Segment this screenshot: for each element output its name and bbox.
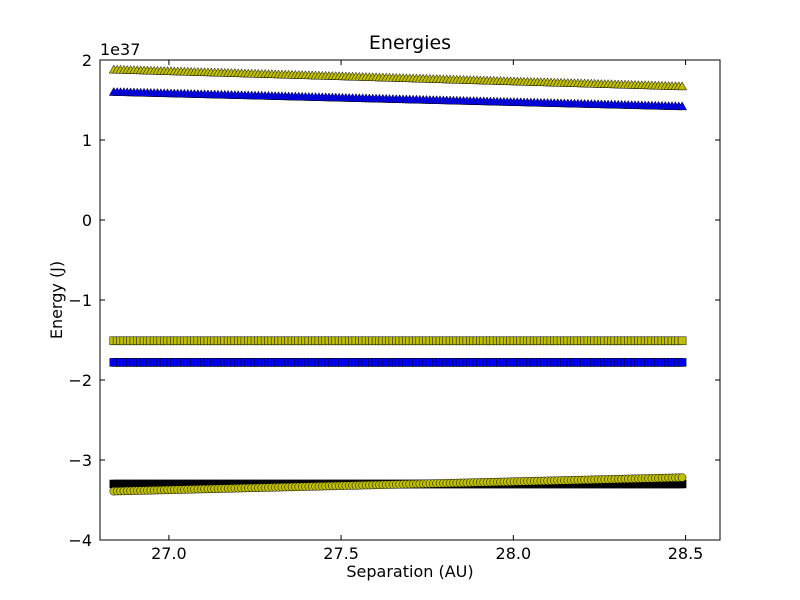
y-tick-label: −3	[68, 451, 92, 470]
series-layer	[108, 64, 688, 496]
y-tick-label: −4	[68, 531, 92, 550]
series-circle-5	[109, 473, 687, 496]
x-tick-label: 27.0	[151, 544, 187, 563]
ticks-layer: 27.0 27.5 28.0 28.5 −4 −3 −2 −1 0 1 2	[68, 51, 720, 563]
x-axis-label: Separation (AU)	[346, 562, 473, 581]
x-tick-label: 28.0	[496, 544, 532, 563]
y-tick-label: 2	[82, 51, 92, 70]
series-triangle-1	[108, 86, 688, 111]
plot-area	[100, 60, 720, 540]
chart-title: Energies	[369, 32, 451, 54]
x-tick-label: 28.5	[668, 544, 704, 563]
data-point	[677, 101, 688, 111]
series-square-2	[109, 336, 687, 346]
x-tick-label: 27.5	[323, 544, 359, 563]
y-axis-label: Energy (J)	[47, 261, 66, 339]
data-point	[677, 81, 688, 91]
y-tick-label: −2	[68, 371, 92, 390]
y-tick-label: −1	[68, 291, 92, 310]
data-point	[677, 358, 687, 367]
y-tick-label: 1	[82, 131, 92, 150]
data-point	[677, 336, 687, 346]
data-point	[677, 473, 687, 482]
series-triangle-0	[108, 64, 688, 91]
y-tick-label: 0	[82, 211, 92, 230]
series-square-3	[109, 358, 687, 367]
y-offset-label: 1e37	[100, 40, 140, 59]
